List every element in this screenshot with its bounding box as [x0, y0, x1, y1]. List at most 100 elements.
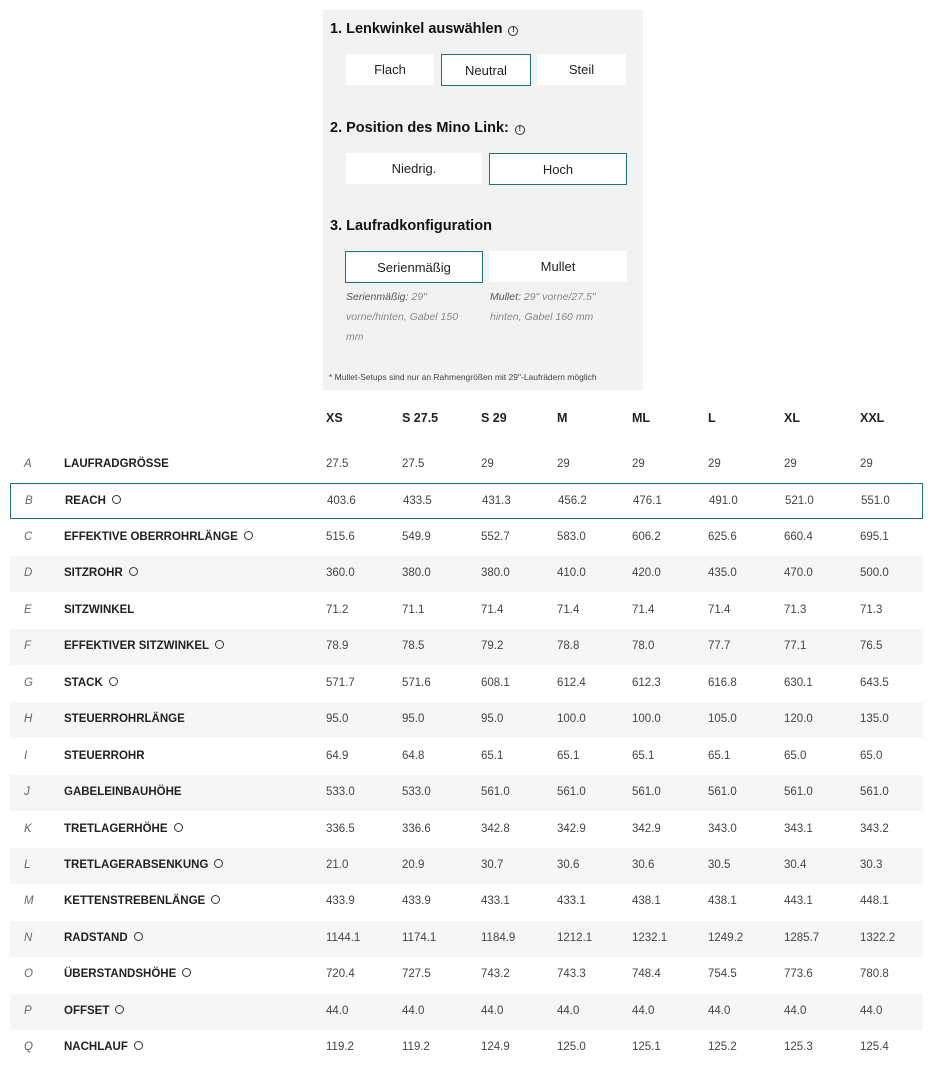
info-icon[interactable] — [182, 968, 192, 978]
row-label-text: REACH — [65, 495, 106, 508]
cell-value: 21.0 — [326, 858, 349, 871]
row-letter: Q — [24, 1041, 33, 1054]
cell-value: 125.1 — [632, 1041, 661, 1054]
option-mullet[interactable]: Mullet — [489, 251, 627, 282]
table-row[interactable]: K TRETLAGERHÖHE 336.5 336.6 342.8 342.9 342.9 3… — [10, 812, 923, 848]
cell-value: 500.0 — [860, 567, 889, 580]
row-letter: B — [25, 495, 33, 508]
table-row[interactable]: G STACK 571.7 571.6 608.1 612.4 612.3 616.8 630.… — [10, 666, 923, 702]
cell-value: 71.3 — [784, 603, 807, 616]
cell-value: 491.0 — [709, 495, 738, 508]
info-icon[interactable] — [133, 931, 143, 941]
table-row[interactable]: Q NACHLAUF 119.2 119.2 124.9 125.0 125.1 125.2 1… — [10, 1030, 923, 1066]
info-icon[interactable]: ! — [508, 26, 519, 36]
table-row[interactable]: H STEUERROHRLÄNGE 95.0 95.0 95.0 100.0 100.0 10… — [10, 702, 923, 739]
cell-value: 71.1 — [402, 603, 425, 616]
option-serienmaessig[interactable]: Serienmäßig — [345, 251, 483, 283]
info-icon[interactable] — [108, 676, 118, 686]
info-icon[interactable] — [111, 495, 121, 505]
cell-value: 612.4 — [557, 676, 586, 689]
table-row[interactable]: C EFFEKTIVE OBERROHRLÄNGE 515.6 549.9 552.7 5… — [10, 520, 923, 556]
cell-value: 606.2 — [632, 530, 661, 543]
cell-value: 29 — [860, 458, 873, 470]
cell-value: 533.0 — [326, 786, 355, 799]
info-icon[interactable] — [243, 530, 253, 540]
table-row[interactable]: N RADSTAND 1144.1 1174.1 1184.9 1212.1 1232.1 1… — [10, 920, 923, 957]
table-row[interactable]: M KETTENSTREBENLÄNGE 433.9 433.9 433.1 433.1 4… — [10, 884, 923, 920]
cell-value: 44.0 — [481, 1004, 504, 1017]
row-label-text: NACHLAUF — [64, 1041, 128, 1054]
size-header-row: XS S 27.5 S 29 M ML L XL XXL — [0, 411, 934, 431]
row-label: STACK — [64, 676, 118, 689]
table-row[interactable]: F EFFEKTIVER SITZWINKEL 78.9 78.5 79.2 78.8 78… — [10, 629, 923, 666]
row-label: STEUERROHR — [64, 750, 145, 762]
cell-value: 773.6 — [784, 968, 813, 981]
cell-value: 119.2 — [402, 1041, 430, 1054]
info-icon[interactable] — [128, 567, 138, 577]
info-icon[interactable]: ! — [514, 125, 525, 135]
row-letter: J — [24, 786, 30, 799]
cell-value: 438.1 — [708, 895, 737, 908]
cell-value: 343.0 — [708, 822, 737, 835]
cell-value: 20.9 — [402, 858, 425, 871]
table-row[interactable]: E SITZWINKEL 71.2 71.1 71.4 71.4 71.4 71.4 71.3 7… — [10, 593, 923, 629]
info-icon[interactable] — [215, 640, 225, 650]
cell-value: 456.2 — [558, 495, 587, 508]
row-letter: E — [24, 603, 32, 616]
cell-value: 342.8 — [481, 822, 510, 835]
cell-value: 95.0 — [402, 713, 425, 726]
cell-value: 125.4 — [860, 1041, 889, 1054]
cell-value: 65.1 — [632, 749, 655, 762]
cell-value: 616.8 — [708, 676, 737, 689]
cell-value: 30.7 — [481, 858, 504, 871]
row-label: SITZROHR — [64, 567, 138, 579]
table-row[interactable]: A LAUFRADGRÖSSE 27.5 27.5 29 29 29 29 29 29 — [10, 447, 923, 483]
cell-value: 1184.9 — [481, 931, 516, 944]
info-icon[interactable] — [133, 1041, 143, 1051]
table-row[interactable]: J GABELEINBAUHÖHE 533.0 533.0 561.0 561.0 561.… — [10, 775, 923, 812]
cell-value: 65.1 — [557, 749, 580, 762]
cell-value: 695.1 — [860, 530, 889, 543]
row-label-text: TRETLAGERABSENKUNG — [64, 858, 209, 871]
info-icon[interactable] — [211, 895, 221, 905]
option-hoch[interactable]: Hoch — [489, 153, 627, 185]
mullet-description: Mullet: 29" vorne/27.5" hinten, Gabel 16… — [490, 291, 596, 323]
cell-value: 120.0 — [784, 713, 813, 726]
table-row[interactable]: P OFFSET 44.0 44.0 44.0 44.0 44.0 44.0 44.0 44.0 — [10, 993, 923, 1030]
table-row[interactable]: O ÜBERSTANDSHÖHE 720.4 727.5 743.2 743.3 748.4… — [10, 957, 923, 993]
cell-value: 30.4 — [784, 858, 807, 871]
cell-value: 660.4 — [784, 530, 813, 543]
row-label-text: KETTENSTREBENLÄNGE — [64, 895, 206, 908]
cell-value: 343.1 — [784, 822, 813, 835]
info-icon[interactable] — [173, 822, 183, 832]
cell-value: 27.5 — [402, 458, 425, 470]
option-flach[interactable]: Flach — [346, 54, 434, 85]
cell-value: 44.0 — [784, 1004, 807, 1017]
table-row[interactable]: L TRETLAGERABSENKUNG 21.0 20.9 30.7 30.6 30.6 3… — [10, 847, 923, 884]
cell-value: 433.5 — [403, 495, 432, 508]
option-neutral[interactable]: Neutral — [441, 54, 531, 86]
table-row[interactable]: I STEUERROHR 64.9 64.8 65.1 65.1 65.1 65.1 65.0 6… — [10, 739, 923, 775]
cell-value: 44.0 — [708, 1004, 731, 1017]
row-label-text: EFFEKTIVE OBERROHRLÄNGE — [64, 530, 238, 543]
row-label: GABELEINBAUHÖHE — [64, 786, 182, 798]
cell-value: 77.1 — [784, 640, 807, 653]
option-steil[interactable]: Steil — [537, 54, 626, 85]
cell-value: 79.2 — [481, 640, 504, 653]
cell-value: 95.0 — [481, 713, 504, 726]
cell-value: 583.0 — [557, 530, 586, 543]
option-niedrig[interactable]: Niedrig. — [346, 153, 482, 184]
cell-value: 44.0 — [632, 1004, 655, 1017]
info-icon[interactable] — [214, 858, 224, 868]
table-row[interactable]: D SITZROHR 360.0 380.0 380.0 410.0 420.0 435.0 4… — [10, 556, 923, 593]
cell-value: 27.5 — [326, 458, 349, 470]
cell-value: 433.9 — [402, 895, 431, 908]
row-letter: F — [24, 640, 32, 653]
info-icon[interactable] — [115, 1004, 125, 1014]
cell-value: 124.9 — [481, 1041, 510, 1054]
cell-value: 64.9 — [326, 749, 349, 762]
cell-value: 748.4 — [632, 968, 661, 981]
cell-value: 76.5 — [860, 640, 883, 653]
table-row[interactable]: B REACH 403.6 433.5 431.3 456.2 476.1 491.0 521.… — [10, 483, 923, 520]
cell-value: 29 — [557, 458, 570, 470]
